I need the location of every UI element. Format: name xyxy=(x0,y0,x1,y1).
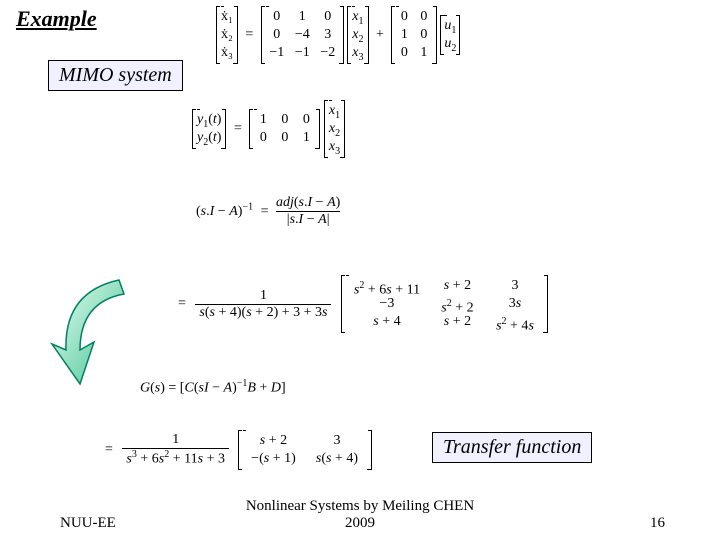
siA-inv-lhs: (s.I − A)−1 xyxy=(196,204,253,219)
u-vector: u1 u2 xyxy=(440,15,460,55)
footer-left: NUU-EE xyxy=(60,515,116,532)
adj-matrix: s2 + 6s + 11 −3 s + 4 s + 2 s2 + 2 s + 2… xyxy=(341,275,548,333)
G-expanded: = 1 s3 + 6s2 + 11s + 3 s + 2 −(s + 1) 3 … xyxy=(105,430,372,470)
mimo-label: MIMO system xyxy=(48,60,183,91)
A-matrix: 0 0 −1 1 −4 −1 0 3 −2 xyxy=(261,6,344,64)
example-title: Example xyxy=(16,6,97,32)
xdot-vector: ẋ₁ ẋ₂ ẋ₃ xyxy=(216,6,238,64)
footer-center: Nonlinear Systems by Meiling CHEN 2009 xyxy=(245,498,475,532)
footer-page-number: 16 xyxy=(650,515,665,532)
G-matrix: s + 2 −(s + 1) 3 s(s + 4) xyxy=(238,430,372,470)
B-matrix: 0 1 0 0 0 1 xyxy=(391,6,437,64)
transfer-function-label: Transfer function xyxy=(432,432,592,463)
inverse-formula: (s.I − A)−1 = adj(s.I − A) |s.I − A| xyxy=(196,195,340,228)
adj-over-det: adj(s.I − A) |s.I − A| xyxy=(276,195,340,228)
derivation-arrow-icon xyxy=(44,272,154,392)
C-matrix: 1 0 0 0 0 1 xyxy=(249,109,320,149)
x2-vector: x1 x2 x3 xyxy=(324,100,345,158)
inverse-expanded: = 1 s(s + 4)(s + 2) + 3 + 3s s2 + 6s + 1… xyxy=(178,275,548,333)
x-vector: x1 x2 x3 xyxy=(347,6,368,64)
G-definition: G(s) = [C(sI − A)−1B + D] xyxy=(140,378,286,397)
output-equation: y1(t) y2(t) = 1 0 0 0 0 1 x1 x2 x3 xyxy=(192,100,345,158)
state-equation: ẋ₁ ẋ₂ ẋ₃ = 0 0 −1 1 −4 −1 0 3 −2 x1 x2 x… xyxy=(216,6,460,64)
y-vector: y1(t) y2(t) xyxy=(192,109,226,149)
